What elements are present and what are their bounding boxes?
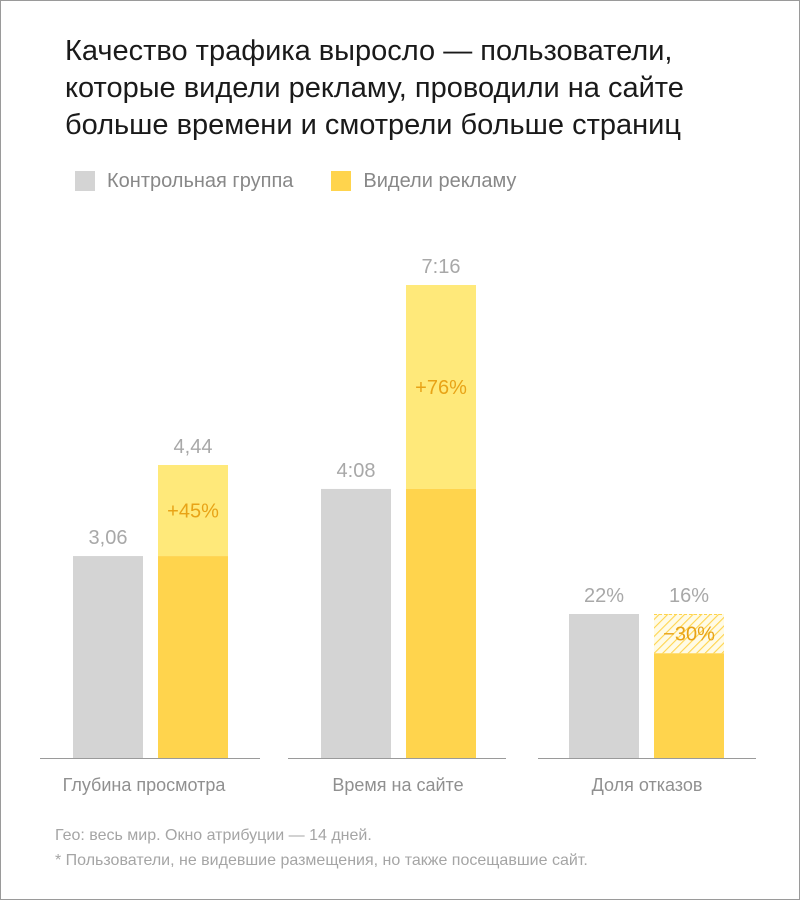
delta-label-0: +45% [167, 501, 219, 523]
legend-item-control: Контрольная группа [75, 170, 293, 193]
delta-label-2: −30% [663, 624, 715, 646]
legend-label-control: Контрольная группа [107, 169, 294, 192]
bar-control-1 [321, 488, 391, 758]
title-line-1: Качество трафика выросло — пользователи, [65, 35, 673, 67]
delta-label-1: +76% [415, 377, 467, 399]
bar-ad-increase-0 [158, 465, 228, 557]
value-label-control-2: 22% [584, 585, 624, 607]
legend-swatch-ad [331, 171, 352, 191]
value-label-ad-2: 16% [669, 585, 709, 607]
title-line-3: больше времени и смотрели больше страниц [65, 109, 681, 141]
chart-title: Качество трафика выросло — пользователи,… [65, 33, 765, 144]
bar-ad-0 [158, 556, 228, 758]
legend-swatch-control [75, 171, 95, 191]
bar-control-2 [569, 614, 639, 758]
footnote-1: Гео: весь мир. Окно атрибуции — 14 дней. [55, 827, 372, 844]
category-label-2: Доля отказов [592, 775, 703, 795]
bar-control-0 [73, 556, 143, 758]
category-label-1: Время на сайте [332, 775, 463, 795]
value-label-control-0: 3,06 [89, 527, 128, 549]
legend: Контрольная группа Видели рекламу [75, 169, 554, 193]
footnote-2: * Пользователи, не видевшие размещения, … [55, 852, 588, 869]
value-label-control-1: 4:08 [337, 460, 376, 482]
bar-ad-1 [406, 488, 476, 758]
category-label-0: Глубина просмотра [63, 775, 227, 795]
legend-item-ad: Видели рекламу [331, 170, 516, 193]
value-label-ad-1: 7:16 [422, 256, 461, 278]
bar-ad-decrease-2 [654, 614, 724, 654]
title-line-2: которые видели рекламу, проводили на сай… [65, 72, 684, 104]
bar-ad-2 [654, 653, 724, 758]
footnotes: Гео: весь мир. Окно атрибуции — 14 дней.… [55, 823, 588, 873]
legend-label-ad: Видели рекламу [363, 169, 517, 192]
value-label-ad-0: 4,44 [174, 436, 213, 458]
bar-ad-increase-1 [406, 285, 476, 489]
